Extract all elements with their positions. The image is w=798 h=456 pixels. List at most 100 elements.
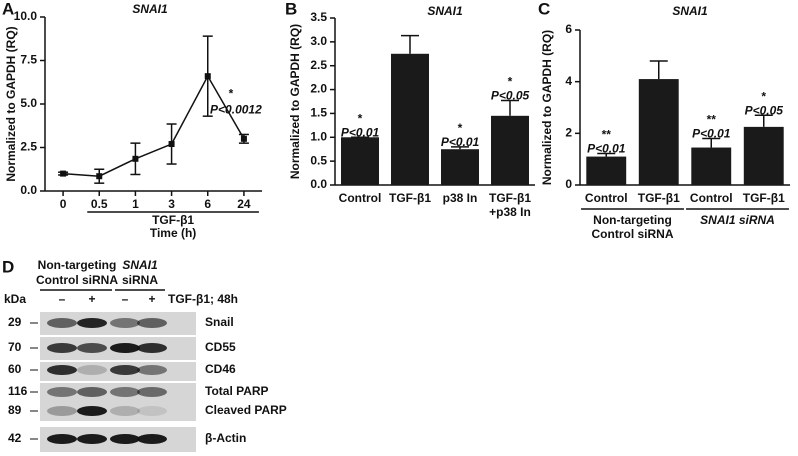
band-label: CD46 [205, 362, 236, 376]
p-value: P<0.01 [692, 127, 731, 141]
point [204, 73, 211, 80]
bar [638, 79, 679, 185]
y-tick-label: 2.0 [310, 82, 327, 96]
x-tick-label: 1 [132, 197, 139, 211]
group-label: Control siRNA [592, 227, 674, 241]
x-tick-label: p38 In [443, 191, 478, 205]
treatment: TGF-β1; 48h [168, 292, 238, 306]
band [110, 406, 140, 416]
band [110, 365, 140, 375]
chart-title: SNAI1 [132, 2, 168, 16]
kda-header: kDa [4, 292, 26, 306]
blot-group: Control siRNA [36, 273, 118, 287]
x-tick-label: TGF-β1 +p38 In [489, 191, 531, 219]
label-line: +p38 In [489, 205, 531, 219]
blot-group: SNAI1 [122, 258, 158, 272]
point [168, 141, 175, 148]
p-value: P<0.01 [587, 142, 626, 156]
p-value: P<0.05 [491, 89, 530, 103]
band-label: Total PARP [205, 384, 269, 398]
kda-label: 70 [8, 340, 22, 354]
band [77, 343, 107, 353]
lane-sign: + [148, 292, 155, 306]
x-axis-label: Time (h) [150, 226, 196, 240]
band [77, 318, 107, 328]
band [77, 434, 107, 444]
y-tick-label: 3.5 [310, 10, 327, 24]
band [137, 343, 167, 353]
chart-title: SNAI1 [672, 4, 708, 18]
kda-label: 60 [8, 362, 22, 376]
x-tick-label: Control [585, 191, 628, 205]
y-tick-label: 10.0 [14, 9, 38, 23]
x-axis-label: TGF-β1 [152, 213, 194, 227]
band [110, 387, 140, 397]
x-tick-label: 3 [168, 197, 175, 211]
chart-title: SNAI1 [427, 4, 463, 18]
lane-sign: – [59, 292, 66, 306]
band [110, 434, 140, 444]
band [137, 387, 167, 397]
y-axis-label: Normalized to GAPDH (RQ) [288, 24, 302, 179]
band-label: Cleaved PARP [205, 403, 287, 417]
significance-stars: * [358, 111, 363, 125]
y-tick-label: 1.5 [310, 106, 327, 120]
bar [391, 53, 429, 186]
panel-label: B [285, 0, 297, 18]
band-label: Snail [205, 315, 234, 329]
band [137, 406, 167, 416]
band [77, 406, 107, 416]
label-line: TGF-β1 [489, 191, 531, 205]
point [96, 173, 103, 180]
y-tick-label: 0.0 [20, 183, 37, 197]
group-label: SNAI1 siRNA [700, 213, 775, 227]
band [47, 434, 77, 444]
y-tick-label: 7.5 [20, 53, 37, 67]
x-tick-label: TGF-β1 [638, 191, 680, 205]
band [47, 406, 77, 416]
lane-sign: – [122, 292, 129, 306]
band [77, 365, 107, 375]
y-tick-label: 4 [565, 74, 572, 88]
lane-sign: + [88, 292, 95, 306]
line [63, 74, 245, 177]
band [110, 343, 140, 353]
bar [491, 115, 529, 185]
panel-label: D [2, 257, 14, 276]
kda-label: 89 [8, 403, 22, 417]
y-tick-label: 3.0 [310, 34, 327, 48]
x-tick-label: 0.5 [91, 197, 108, 211]
band-label: CD55 [205, 340, 236, 354]
x-tick-label: TGF-β1 [743, 191, 785, 205]
bar [586, 156, 627, 185]
band [47, 343, 77, 353]
y-tick-label: 2.5 [20, 140, 37, 154]
y-tick-label: 2 [565, 126, 572, 140]
panel-label: A [2, 0, 14, 18]
p-value: P<0.01 [441, 135, 480, 149]
y-tick-label: 0.0 [310, 177, 327, 191]
x-tick-label: TGF-β1 [389, 191, 431, 205]
band-label: β-Actin [205, 431, 246, 445]
group-label: Non-targeting [593, 213, 672, 227]
y-tick-label: 5.0 [20, 96, 37, 110]
kda-label: 116 [8, 384, 28, 398]
significance-stars: * [508, 75, 513, 89]
significance-stars: * [229, 87, 234, 101]
y-axis-label: Normalized to GAPDH (RQ) [4, 26, 18, 181]
y-tick-label: 0 [565, 177, 572, 191]
y-tick-label: 2.5 [310, 58, 327, 72]
significance-stars: ** [707, 113, 717, 127]
y-axis-label: Normalized to GAPDH (RQ) [540, 30, 554, 185]
p-value: P<0.05 [745, 103, 784, 117]
band [110, 318, 140, 328]
point [240, 135, 247, 142]
band [47, 318, 77, 328]
significance-stars: ** [602, 128, 612, 142]
band [137, 365, 167, 375]
y-tick-label: 6 [565, 22, 572, 36]
x-tick-label: Control [690, 191, 733, 205]
band [77, 387, 107, 397]
bar [743, 126, 784, 185]
